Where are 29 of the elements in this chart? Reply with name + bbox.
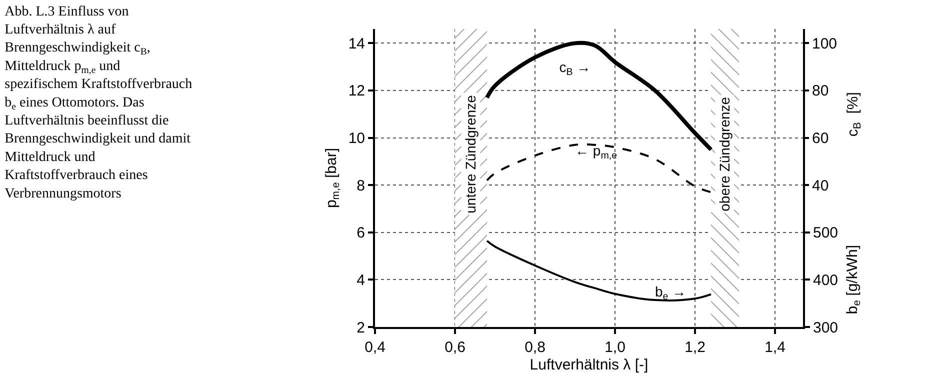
chart-title: Abb. L.3 Einfluss von Luftverhältnis λ auf Brenngeschwindigkeit c$_{B}$, Mitteldruck p$_{m,e}$ und spezifischem Kraftstoffverbrauch b$_{e}$ eines Ottomotors. Das Luftverhältnis beeinflusst die Brenngeschwindigkeit und damit Mitteldruck und Kraftstoffverbrauch eines Verbrennungsmotors: [4, 4, 192, 202]
y2-tick-label: 40: [812, 177, 829, 194]
y2-tick-label: 100: [812, 35, 838, 52]
y3-tick-label: 300: [813, 319, 838, 336]
band-label: untere Zündgrenze: [462, 94, 479, 214]
x-tick-label: 1,4: [764, 339, 786, 356]
x-axis-title: Luftverhältnis λ [-]: [530, 356, 648, 374]
y3-tick-label: 400: [813, 272, 838, 289]
y-tick-label: 6: [356, 224, 365, 242]
series-label: ← p$_{m,e}$: [575, 142, 618, 162]
x-tick-label: 1,0: [604, 339, 626, 356]
y2-tick-label: 80: [812, 82, 829, 100]
series-label: c$_{B}$ →: [559, 58, 591, 78]
y-tick-label: 12: [348, 82, 365, 100]
y-tick-label: 2: [356, 319, 365, 336]
x-tick-label: 0,8: [524, 339, 546, 356]
y-tick-label: 10: [348, 130, 365, 148]
y-tick-label: 4: [356, 272, 365, 289]
y-tick-label: 14: [348, 35, 365, 52]
band-label: obere Zündgrenze: [716, 96, 733, 212]
x-tick-label: 0,4: [364, 339, 386, 356]
series-label: b$_{e}$ →: [655, 284, 686, 302]
y-tick-label: 8: [356, 177, 365, 194]
x-tick-label: 1,2: [684, 339, 706, 356]
line-series: [486, 240, 712, 302]
line-series: [486, 143, 712, 194]
y3-tick-label: 500: [813, 224, 838, 242]
x-tick-label: 0,6: [444, 339, 466, 356]
y2-tick-label: 60: [812, 130, 829, 148]
